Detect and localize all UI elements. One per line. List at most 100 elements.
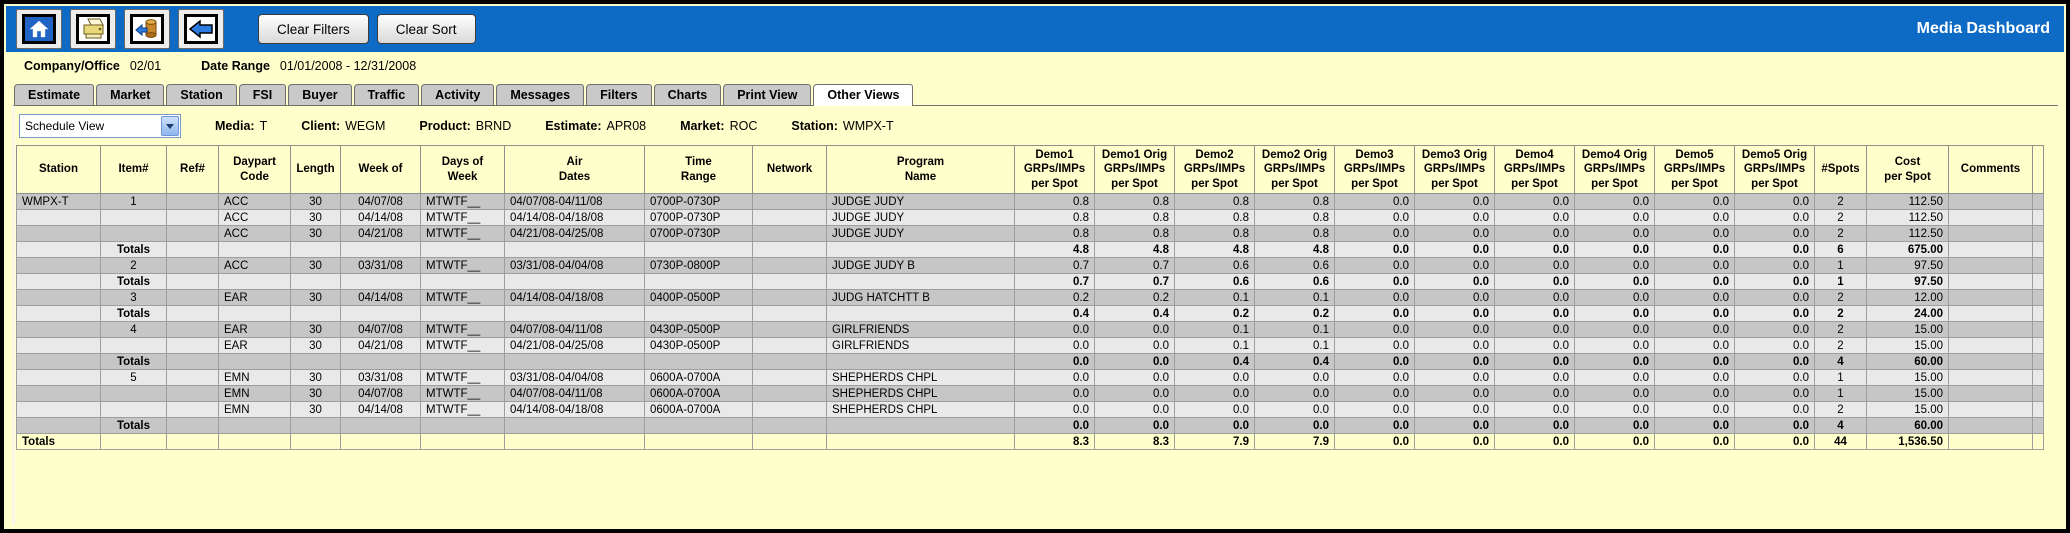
cell-num-spots: 1 [1814, 273, 1867, 290]
col-header-demo2-orig[interactable]: Demo2 Orig GRPs/IMPs per Spot [1254, 145, 1335, 194]
cell-filler [2032, 417, 2044, 434]
cell-demo1: 0.0 [1014, 385, 1095, 402]
col-header-demo3[interactable]: Demo3 GRPs/IMPs per Spot [1334, 145, 1415, 194]
cell-demo3: 0.0 [1334, 337, 1415, 354]
cell-demo4: 0.0 [1494, 417, 1575, 434]
cell-cost-per-spot: 24.00 [1866, 305, 1949, 322]
col-header-length[interactable]: Length [290, 145, 341, 194]
col-header-cost-per-spot[interactable]: Cost per Spot [1866, 145, 1949, 194]
cell-demo4-orig: 0.0 [1574, 337, 1655, 354]
cell-num-spots: 2 [1814, 289, 1867, 306]
data-row[interactable]: ACC 30 04/21/08 MTWTF__ 04/21/08-04/25/08 070… [16, 225, 2044, 242]
col-header-comments[interactable]: Comments [1948, 145, 2033, 194]
cell-demo5-orig: 0.0 [1734, 257, 1815, 274]
data-row[interactable]: 2 ACC 30 03/31/08 MTWTF__ 03/31/08-04/04/08 07… [16, 257, 2044, 274]
cell-demo3: 0.0 [1334, 257, 1415, 274]
tab-market[interactable]: Market [96, 84, 165, 105]
clear-sort-button[interactable]: Clear Sort [376, 14, 476, 44]
data-row[interactable]: ACC 30 04/14/08 MTWTF__ 04/14/08-04/18/08 070… [16, 209, 2044, 226]
tab-estimate[interactable]: Estimate [14, 84, 95, 105]
cell-daypart-code [218, 417, 291, 434]
tab-fsi[interactable]: FSI [238, 84, 287, 105]
tab-charts[interactable]: Charts [653, 84, 722, 105]
chevron-down-icon[interactable] [161, 116, 179, 136]
cell-demo4: 0.0 [1494, 273, 1575, 290]
cell-days-of-week [420, 241, 505, 258]
database-back-button[interactable] [124, 9, 170, 49]
col-header-demo3-orig[interactable]: Demo3 Orig GRPs/IMPs per Spot [1414, 145, 1495, 194]
col-header-item-number[interactable]: Item# [100, 145, 167, 194]
col-header-demo4-orig[interactable]: Demo4 Orig GRPs/IMPs per Spot [1574, 145, 1655, 194]
data-row[interactable]: EMN 30 04/14/08 MTWTF__ 04/14/08-04/18/08 060… [16, 401, 2044, 418]
col-header-filler[interactable] [2032, 145, 2044, 194]
col-header-week-of[interactable]: Week of [340, 145, 421, 194]
cell-comments [1948, 401, 2033, 418]
cell-length [290, 433, 341, 450]
cell-days-of-week: MTWTF__ [420, 401, 505, 418]
cell-demo2-orig: 0.0 [1254, 369, 1335, 386]
col-header-program-name[interactable]: Program Name [826, 145, 1015, 194]
col-header-time-range[interactable]: Time Range [644, 145, 753, 194]
cell-item-number: 1 [100, 193, 167, 210]
cell-demo3-orig: 0.0 [1414, 257, 1495, 274]
cell-demo3: 0.0 [1334, 193, 1415, 210]
cell-num-spots: 2 [1814, 401, 1867, 418]
print-button[interactable] [70, 9, 116, 49]
cell-demo2: 0.8 [1174, 209, 1255, 226]
cell-cost-per-spot: 15.00 [1866, 321, 1949, 338]
data-row[interactable]: 3 EAR 30 04/14/08 MTWTF__ 04/14/08-04/18/08 04… [16, 289, 2044, 306]
home-button[interactable] [16, 9, 62, 49]
tab-station[interactable]: Station [166, 84, 237, 105]
cell-demo1: 8.3 [1014, 433, 1095, 450]
cell-demo3: 0.0 [1334, 273, 1415, 290]
cell-num-spots: 4 [1814, 353, 1867, 370]
cell-demo2: 0.1 [1174, 337, 1255, 354]
view-selector[interactable]: Schedule View [19, 114, 181, 138]
back-button[interactable] [178, 9, 224, 49]
col-header-network[interactable]: Network [752, 145, 827, 194]
cell-time-range: 0430P-0500P [644, 321, 753, 338]
col-header-demo5-orig[interactable]: Demo5 Orig GRPs/IMPs per Spot [1734, 145, 1815, 194]
cell-air-dates [504, 353, 645, 370]
cell-demo1-orig: 0.0 [1094, 369, 1175, 386]
tab-traffic[interactable]: Traffic [353, 84, 420, 105]
tab-messages[interactable]: Messages [496, 84, 585, 105]
cell-num-spots: 2 [1814, 321, 1867, 338]
col-header-demo1[interactable]: Demo1 GRPs/IMPs per Spot [1014, 145, 1095, 194]
cell-demo5: 0.0 [1654, 353, 1735, 370]
cell-demo2: 0.0 [1174, 369, 1255, 386]
tab-filters[interactable]: Filters [586, 84, 652, 105]
col-header-air-dates[interactable]: Air Dates [504, 145, 645, 194]
col-header-demo5[interactable]: Demo5 GRPs/IMPs per Spot [1654, 145, 1735, 194]
field-value: BRND [475, 119, 512, 133]
cell-demo4-orig: 0.0 [1574, 353, 1655, 370]
cell-air-dates: 04/21/08-04/25/08 [504, 225, 645, 242]
col-header-demo1-orig[interactable]: Demo1 Orig GRPs/IMPs per Spot [1094, 145, 1175, 194]
col-header-ref-number[interactable]: Ref# [166, 145, 219, 194]
tab-activity[interactable]: Activity [421, 84, 495, 105]
data-row[interactable]: 4 EAR 30 04/07/08 MTWTF__ 04/07/08-04/11/08 04… [16, 321, 2044, 338]
data-row[interactable]: 5 EMN 30 03/31/08 MTWTF__ 03/31/08-04/04/08 06… [16, 369, 2044, 386]
col-header-demo2[interactable]: Demo2 GRPs/IMPs per Spot [1174, 145, 1255, 194]
cell-demo1: 4.8 [1014, 241, 1095, 258]
data-row[interactable]: EAR 30 04/21/08 MTWTF__ 04/21/08-04/25/08 043… [16, 337, 2044, 354]
col-header-demo4[interactable]: Demo4 GRPs/IMPs per Spot [1494, 145, 1575, 194]
data-row[interactable]: EMN 30 04/07/08 MTWTF__ 04/07/08-04/11/08 060… [16, 385, 2044, 402]
data-row[interactable]: WMPX-T 1 ACC 30 04/07/08 MTWTF__ 04/07/08-04/1… [16, 193, 2044, 210]
col-header-days-of-week[interactable]: Days of Week [420, 145, 505, 194]
cell-filler [2032, 193, 2044, 210]
col-header-num-spots[interactable]: #Spots [1814, 145, 1867, 194]
tab-print-view[interactable]: Print View [723, 84, 812, 105]
tab-buyer[interactable]: Buyer [288, 84, 352, 105]
col-header-daypart-code[interactable]: Daypart Code [218, 145, 291, 194]
cell-cost-per-spot: 15.00 [1866, 385, 1949, 402]
cell-num-spots: 1 [1814, 257, 1867, 274]
cell-program-name [826, 273, 1015, 290]
cell-length: 30 [290, 257, 341, 274]
tab-other-views[interactable]: Other Views [813, 84, 914, 106]
col-header-station[interactable]: Station [16, 145, 101, 194]
field-label: Media: [215, 119, 255, 133]
clear-filters-button[interactable]: Clear Filters [258, 14, 369, 44]
cell-time-range [644, 417, 753, 434]
cell-num-spots: 6 [1814, 241, 1867, 258]
